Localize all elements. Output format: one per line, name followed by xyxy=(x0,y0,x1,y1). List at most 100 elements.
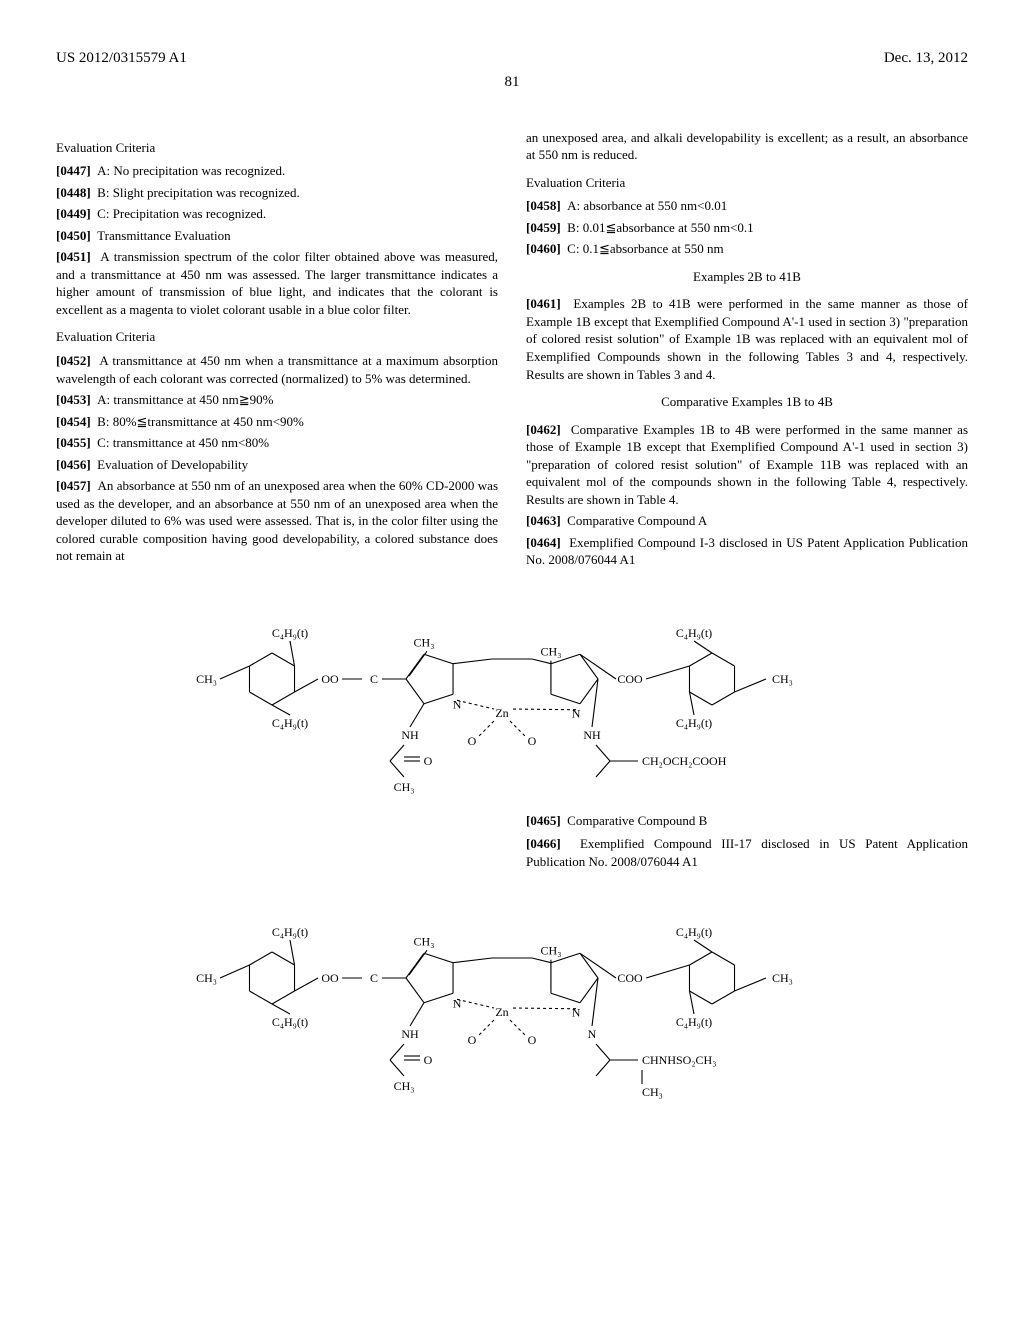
svg-text:COO: COO xyxy=(617,971,643,985)
svg-text:N: N xyxy=(453,697,462,711)
svg-text:CH₃: CH₃ xyxy=(772,672,793,686)
svg-text:N: N xyxy=(572,1006,581,1020)
para-text: A: No precipitation was recognized. xyxy=(97,163,285,178)
para-text: Comparative Examples 1B to 4B were perfo… xyxy=(526,422,968,507)
para-0456: [0456] Evaluation of Developability xyxy=(56,456,498,474)
para-0466: [0466] Exemplified Compound III-17 discl… xyxy=(526,835,968,870)
svg-text:C: C xyxy=(370,971,378,985)
para-0447: [0447] A: No precipitation was recognize… xyxy=(56,162,498,180)
para-num: [0459] xyxy=(526,220,561,235)
svg-text:O: O xyxy=(424,754,433,768)
para-text: C: 0.1≦absorbance at 550 nm xyxy=(567,241,723,256)
eval-criteria-heading: Evaluation Criteria xyxy=(526,174,968,192)
chemical-structure-a: CH₃C₄H₉(t)C₄H₉(t)OOCCH₃NNHCH₃OCH₃NZnOONH… xyxy=(56,589,968,804)
svg-text:Zn: Zn xyxy=(495,706,508,720)
para-0464: [0464] Exemplified Compound I-3 disclose… xyxy=(526,534,968,569)
svg-text:CHNHSO₂CH₃: CHNHSO₂CH₃ xyxy=(642,1053,716,1067)
para-0461: [0461] Examples 2B to 41B were performed… xyxy=(526,295,968,383)
para-0448: [0448] B: Slight precipitation was recog… xyxy=(56,184,498,202)
svg-text:C₄H₉(t): C₄H₉(t) xyxy=(676,925,712,939)
svg-text:N: N xyxy=(588,1027,597,1041)
svg-text:N: N xyxy=(572,707,581,721)
para-text: Comparative Compound B xyxy=(567,813,707,828)
svg-text:C₄H₉(t): C₄H₉(t) xyxy=(676,1015,712,1029)
svg-text:C₄H₉(t): C₄H₉(t) xyxy=(272,925,308,939)
para-text: Exemplified Compound I-3 disclosed in US… xyxy=(526,535,968,568)
para-num: [0466] xyxy=(526,836,561,851)
svg-text:NH: NH xyxy=(401,1027,419,1041)
para-num: [0454] xyxy=(56,414,91,429)
svg-text:CH₂OCH₂COOH: CH₂OCH₂COOH xyxy=(642,754,727,768)
chemical-structure-b: CH₃C₄H₉(t)C₄H₉(t)OOCCH₃NNHCH₃OCH₃NZnOONC… xyxy=(56,888,968,1123)
svg-text:Zn: Zn xyxy=(495,1005,508,1019)
para-num: [0447] xyxy=(56,163,91,178)
svg-text:OO: OO xyxy=(321,971,339,985)
para-num: [0463] xyxy=(526,513,561,528)
svg-text:CH₃: CH₃ xyxy=(414,635,435,649)
para-text: A transmittance at 450 nm when a transmi… xyxy=(56,353,498,386)
para-0453: [0453] A: transmittance at 450 nm≧90% xyxy=(56,391,498,409)
para-text: B: 0.01≦absorbance at 550 nm<0.1 xyxy=(567,220,753,235)
para-text: Comparative Compound A xyxy=(567,513,707,528)
para-text: Examples 2B to 41B were performed in the… xyxy=(526,296,968,381)
para-num: [0450] xyxy=(56,228,91,243)
para-num: [0448] xyxy=(56,185,91,200)
comparative-heading: Comparative Examples 1B to 4B xyxy=(526,393,968,411)
svg-text:C₄H₉(t): C₄H₉(t) xyxy=(676,716,712,730)
para-text: Exemplified Compound III-17 disclosed in… xyxy=(526,836,968,869)
svg-text:N: N xyxy=(453,996,462,1010)
body-columns: Evaluation Criteria [0447] A: No precipi… xyxy=(56,129,968,571)
para-text: C: Precipitation was recognized. xyxy=(97,206,266,221)
para-0452: [0452] A transmittance at 450 nm when a … xyxy=(56,352,498,387)
para-num: [0449] xyxy=(56,206,91,221)
para-0451: [0451] A transmission spectrum of the co… xyxy=(56,248,498,318)
para-text: A: transmittance at 450 nm≧90% xyxy=(97,392,273,407)
para-text: A transmission spectrum of the color fil… xyxy=(56,249,498,317)
svg-text:CH₃: CH₃ xyxy=(414,934,435,948)
svg-text:O: O xyxy=(528,734,537,748)
svg-text:O: O xyxy=(528,1033,537,1047)
page-header: US 2012/0315579 A1 Dec. 13, 2012 xyxy=(56,48,968,68)
examples-heading: Examples 2B to 41B xyxy=(526,268,968,286)
para-num: [0456] xyxy=(56,457,91,472)
para-num: [0465] xyxy=(526,813,561,828)
eval-criteria-heading: Evaluation Criteria xyxy=(56,139,498,157)
svg-text:O: O xyxy=(468,734,477,748)
para-text: An absorbance at 550 nm of an unexposed … xyxy=(56,478,498,563)
eval-criteria-heading: Evaluation Criteria xyxy=(56,328,498,346)
svg-text:CH₃: CH₃ xyxy=(772,971,793,985)
para-text: B: Slight precipitation was recognized. xyxy=(97,185,300,200)
svg-text:C: C xyxy=(370,672,378,686)
para-num: [0460] xyxy=(526,241,561,256)
para-0450: [0450] Transmittance Evaluation xyxy=(56,227,498,245)
svg-text:CH₃: CH₃ xyxy=(541,645,562,659)
para-num: [0457] xyxy=(56,478,91,493)
para-num: [0452] xyxy=(56,353,91,368)
para-lead: an unexposed area, and alkali developabi… xyxy=(526,129,968,164)
para-num: [0462] xyxy=(526,422,561,437)
para-num: [0455] xyxy=(56,435,91,450)
svg-text:CH₃: CH₃ xyxy=(541,944,562,958)
svg-text:CH₃: CH₃ xyxy=(642,1085,663,1099)
para-num: [0451] xyxy=(56,249,91,264)
para-0465: [0465] Comparative Compound B xyxy=(526,812,968,830)
para-0463: [0463] Comparative Compound A xyxy=(526,512,968,530)
svg-text:O: O xyxy=(424,1053,433,1067)
para-0454: [0454] B: 80%≦transmittance at 450 nm<90… xyxy=(56,413,498,431)
chem-a-svg: CH₃C₄H₉(t)C₄H₉(t)OOCCH₃NNHCH₃OCH₃NZnOONH… xyxy=(172,589,852,799)
page-number: 81 xyxy=(56,72,968,92)
para-0449: [0449] C: Precipitation was recognized. xyxy=(56,205,498,223)
para-0458: [0458] A: absorbance at 550 nm<0.01 xyxy=(526,197,968,215)
svg-text:NH: NH xyxy=(583,728,601,742)
para-text: Transmittance Evaluation xyxy=(97,228,230,243)
svg-text:CH₃: CH₃ xyxy=(394,780,415,794)
svg-text:C₄H₉(t): C₄H₉(t) xyxy=(272,1015,308,1029)
para-num: [0458] xyxy=(526,198,561,213)
svg-text:C₄H₉(t): C₄H₉(t) xyxy=(272,626,308,640)
para-0462: [0462] Comparative Examples 1B to 4B wer… xyxy=(526,421,968,509)
svg-text:O: O xyxy=(468,1033,477,1047)
para-num: [0453] xyxy=(56,392,91,407)
doc-date: Dec. 13, 2012 xyxy=(884,48,968,68)
svg-text:COO: COO xyxy=(617,672,643,686)
compound-b-caption: [0465] Comparative Compound B [0466] Exe… xyxy=(512,812,968,871)
